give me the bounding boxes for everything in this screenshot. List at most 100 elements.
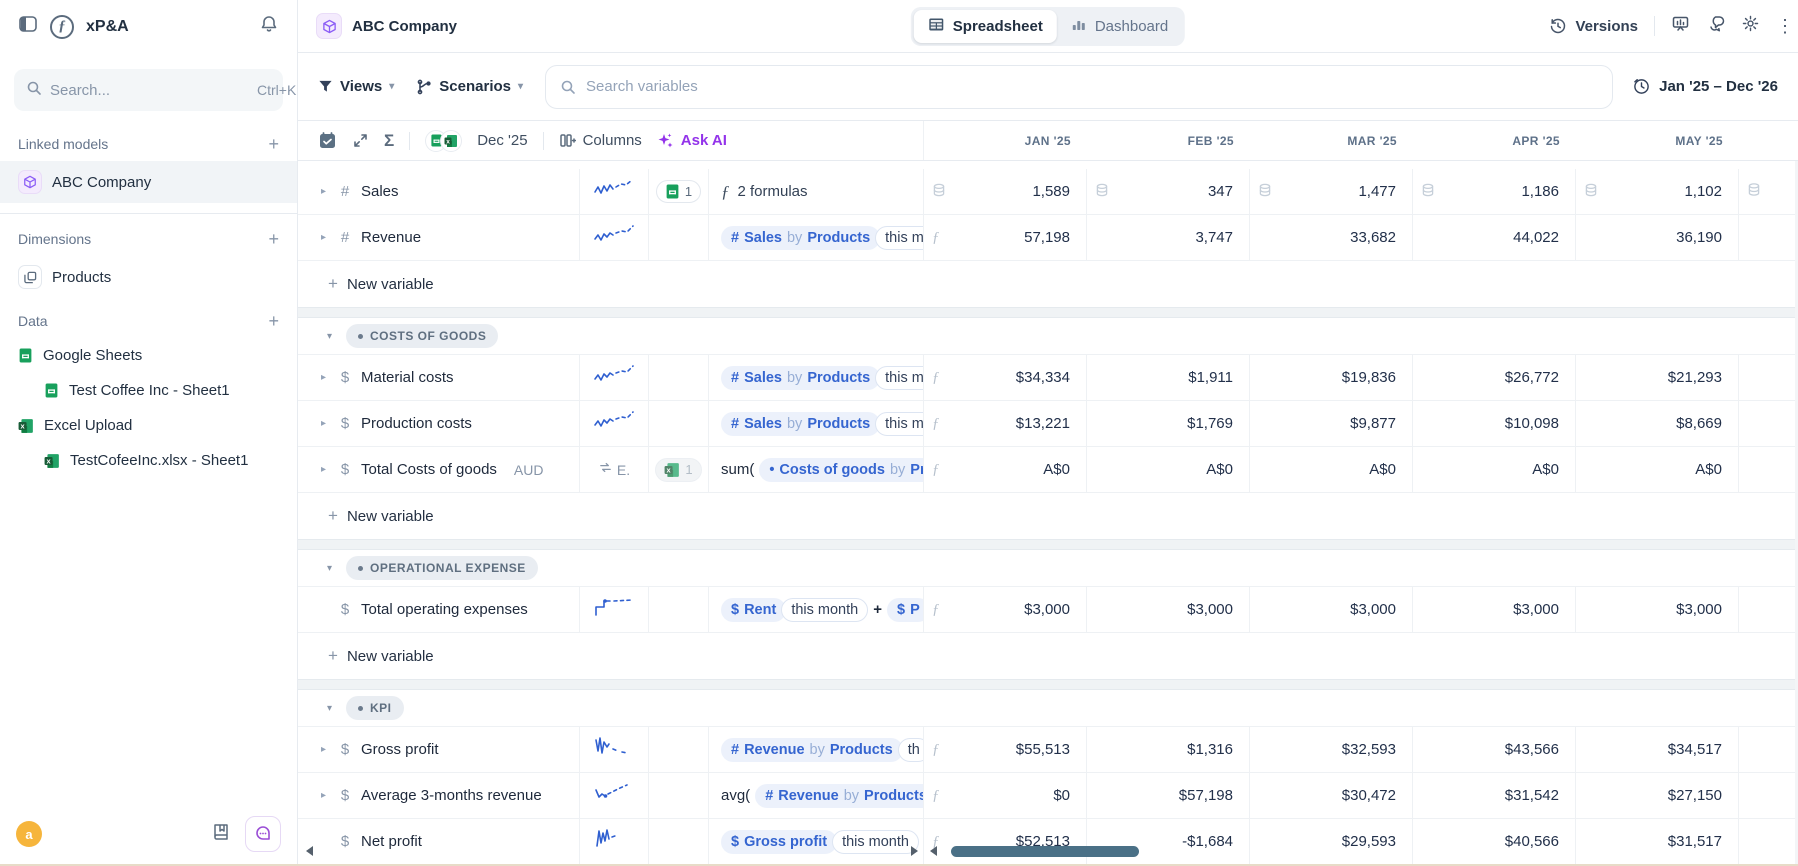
sidebar-item-testcofeeinc-xlsx-sheet1[interactable]: x TestCofeeInc.xlsx - Sheet1 [0,443,297,478]
user-avatar[interactable]: a [16,821,42,847]
row-name-cell[interactable]: ▸ $ Total Costs of goods AUD [298,447,579,492]
new-variable-button[interactable]: + New variable [298,261,1798,307]
calendar-check-button[interactable] [318,131,337,150]
row-name-cell[interactable]: ▸ # Revenue [298,215,579,260]
sparkline-cell[interactable]: E. [579,447,648,492]
value-cell[interactable]: ƒ $52,513 [923,819,1086,864]
ask-ai-button[interactable]: Ask AI [657,132,727,149]
value-cell[interactable]: 36,190 [1575,215,1738,260]
formula-cell[interactable]: avg(# Revenue by Products [708,773,923,818]
row-name-cell[interactable]: ▸ $ Average 3-months revenue [298,773,579,818]
vertical-scrollbar-track[interactable] [1795,161,1798,864]
value-cell[interactable]: ƒ A$0 [923,447,1086,492]
formula-pill[interactable]: $ P [886,597,923,622]
row-name-cell[interactable]: ▸ # Sales [298,169,579,214]
notifications-bell-icon[interactable] [259,14,279,39]
period-selector[interactable]: Dec '25 [477,132,527,149]
value-cell[interactable]: ƒ 57,198 [923,215,1086,260]
value-cell-partial[interactable] [1738,819,1798,864]
value-cell[interactable]: 1,102 [1575,169,1738,214]
section-header[interactable]: ▾ COSTS OF GOODS [298,318,1798,355]
formula-modifier[interactable]: this m [875,411,923,436]
model-title[interactable]: ABC Company [316,13,457,39]
formula-pill[interactable]: $ Gross profit [721,829,838,854]
values-scrollbar[interactable] [930,845,1792,857]
column-header[interactable]: FEB '25 [1187,133,1234,148]
formula-pill[interactable]: •Costs of goodsbyPr [759,457,923,482]
formula-cell[interactable]: ƒ 2 formulas [708,169,923,214]
variables-search[interactable] [545,64,1614,109]
value-cell-partial[interactable] [1738,355,1798,400]
row-name-cell[interactable]: ▸ $ Production costs [298,401,579,446]
sparkline-cell[interactable] [579,215,648,260]
sparkline-cell[interactable] [579,587,648,632]
value-cell[interactable]: $19,836 [1249,355,1412,400]
formula-pill[interactable]: $ Rent [721,597,787,622]
expand-chevron-icon[interactable]: ▸ [320,744,327,755]
expand-chevron-icon[interactable]: ▸ [320,418,327,429]
sparkline-cell[interactable] [579,727,648,772]
expand-button[interactable] [352,132,369,149]
value-cell[interactable]: $21,293 [1575,355,1738,400]
source-badge[interactable]: 1 [655,180,702,203]
formula-modifier[interactable]: this month [832,829,919,854]
value-cell[interactable]: 1,477 [1249,169,1412,214]
formula-modifier[interactable]: this m [875,365,923,390]
formula-cell[interactable]: sum(•Costs of goodsbyPr [708,447,923,492]
formula-cell[interactable]: # Revenue by Products th [708,727,923,772]
value-cell[interactable]: $1,911 [1086,355,1249,400]
value-cell[interactable]: $26,772 [1412,355,1575,400]
row-name-cell[interactable]: $ Net profit [298,819,579,864]
section-pill[interactable]: OPERATIONAL EXPENSE [346,556,538,580]
expand-chevron-icon[interactable]: ▸ [320,790,327,801]
value-cell[interactable]: $3,000 [1575,587,1738,632]
value-cell[interactable]: 3,747 [1086,215,1249,260]
support-chat-button[interactable] [245,816,281,852]
value-cell-partial[interactable] [1738,169,1798,214]
value-cell[interactable]: 347 [1086,169,1249,214]
sidebar-toggle-icon[interactable] [18,14,38,39]
sparkline-cell[interactable] [579,819,648,864]
scroll-right-arrow[interactable] [911,846,918,856]
row-name-cell[interactable]: $ Total operating expenses [298,587,579,632]
value-cell[interactable]: $43,566 [1412,727,1575,772]
sidebar-item-excel-upload[interactable]: x Excel Upload [0,408,297,443]
value-cell[interactable]: $57,198 [1086,773,1249,818]
value-cell[interactable]: $27,150 [1575,773,1738,818]
add-button[interactable]: + [268,134,279,154]
row-name-cell[interactable]: ▸ $ Material costs [298,355,579,400]
settings-gear-icon[interactable] [1741,14,1760,38]
section-pill[interactable]: COSTS OF GOODS [346,324,499,348]
value-cell[interactable]: $8,669 [1575,401,1738,446]
add-button[interactable]: + [268,229,279,249]
collapse-chevron-icon[interactable]: ▾ [326,702,333,714]
tab-spreadsheet[interactable]: Spreadsheet [913,9,1057,43]
formula-cell[interactable]: # Sales by Products this m [708,355,923,400]
formula-modifier[interactable]: this m [875,225,923,250]
section-pill[interactable]: KPI [346,696,404,720]
scroll-left-arrow[interactable] [930,846,937,856]
sparkline-cell[interactable] [579,355,648,400]
value-cell[interactable]: $34,517 [1575,727,1738,772]
comments-icon[interactable] [1706,14,1725,38]
value-cell-partial[interactable] [1738,727,1798,772]
value-cell-partial[interactable] [1738,215,1798,260]
value-cell[interactable]: $40,566 [1412,819,1575,864]
value-cell[interactable]: $32,593 [1249,727,1412,772]
value-cell-partial[interactable] [1738,401,1798,446]
columns-button[interactable]: Columns [559,132,642,149]
value-cell[interactable]: $31,517 [1575,819,1738,864]
section-header[interactable]: ▾ KPI [298,690,1798,727]
new-variable-button[interactable]: + New variable [298,493,1798,539]
value-cell[interactable]: $10,098 [1412,401,1575,446]
formula-pill[interactable]: # Sales by Products [721,365,881,390]
collapse-chevron-icon[interactable]: ▾ [326,562,333,574]
column-header[interactable]: MAY '25 [1675,133,1723,148]
sidebar-item-products[interactable]: Products [0,256,297,298]
value-cell[interactable]: A$0 [1412,447,1575,492]
left-panel-scrollbar[interactable] [306,845,918,857]
value-cell[interactable]: 33,682 [1249,215,1412,260]
value-cell[interactable]: $31,542 [1412,773,1575,818]
more-menu-icon[interactable]: ⋮ [1776,15,1794,36]
